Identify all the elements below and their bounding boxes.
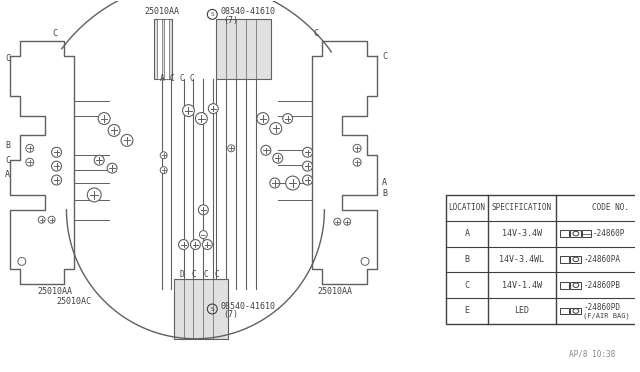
Circle shape [303,175,312,185]
Text: C: C [170,74,174,83]
Circle shape [182,105,195,116]
Text: C: C [5,156,10,165]
Bar [173,279,228,339]
Circle shape [94,155,104,165]
Circle shape [228,145,235,152]
Circle shape [108,125,120,137]
Circle shape [283,113,292,124]
Circle shape [261,145,271,155]
Text: -24860P: -24860P [592,229,625,238]
Text: (7): (7) [223,310,238,319]
Text: C: C [313,29,318,38]
Circle shape [52,161,61,171]
Bar [582,230,591,237]
Circle shape [98,113,110,125]
Text: 08540-41610: 08540-41610 [220,302,275,311]
Circle shape [107,163,117,173]
Circle shape [26,158,34,166]
Bar [561,282,570,289]
Text: -24860PB: -24860PB [583,281,620,290]
Bar [570,256,581,263]
Bar [570,230,581,237]
Text: A: A [5,170,10,179]
Text: C: C [382,52,387,61]
Text: A: A [159,74,164,83]
Text: C: C [5,54,10,63]
Text: C: C [215,270,220,279]
Bar [447,195,640,324]
Circle shape [285,176,300,190]
Circle shape [191,240,200,250]
Bar [164,19,169,79]
Text: 08540-41610: 08540-41610 [220,7,275,16]
Circle shape [179,240,189,250]
Circle shape [353,158,361,166]
Circle shape [160,167,167,174]
Bar [570,308,581,314]
Circle shape [198,205,209,215]
Text: 14V-3.4W: 14V-3.4W [502,229,542,238]
Circle shape [48,216,55,223]
Text: 25010AA: 25010AA [37,287,72,296]
Text: C: C [191,270,196,279]
Text: E: E [465,307,470,315]
Text: -24860PD: -24860PD [583,302,620,311]
Text: C: C [179,74,184,83]
Circle shape [353,144,361,152]
Bar [570,282,581,289]
Circle shape [52,175,61,185]
Text: C: C [189,74,194,83]
Bar [154,19,172,79]
Text: C: C [203,270,207,279]
Text: LOCATION: LOCATION [449,203,486,212]
Text: A: A [465,229,470,238]
Circle shape [26,144,34,152]
Text: (7): (7) [223,16,238,25]
Bar [157,19,162,79]
Text: 25010AA: 25010AA [144,7,179,16]
Circle shape [303,147,312,157]
Circle shape [270,178,280,188]
Text: B: B [382,189,387,198]
Circle shape [273,153,283,163]
Text: LED: LED [515,307,529,315]
Text: S: S [211,307,214,311]
Text: A: A [382,178,387,187]
Circle shape [195,113,207,125]
Text: C: C [465,281,470,290]
Circle shape [303,161,312,171]
Circle shape [87,188,101,202]
Text: 14V-1.4W: 14V-1.4W [502,281,542,290]
Text: S: S [211,12,214,17]
Text: C: C [52,29,57,38]
Circle shape [200,231,207,238]
Circle shape [202,240,212,250]
Bar [216,19,271,79]
Text: B: B [5,141,10,150]
Circle shape [257,113,269,125]
Text: D: D [179,270,184,279]
Text: B: B [465,255,470,264]
Bar [561,256,570,263]
Circle shape [52,147,61,157]
Circle shape [334,218,340,225]
Text: 14V-3.4WL: 14V-3.4WL [499,255,544,264]
Text: AP/8 10:38: AP/8 10:38 [569,350,615,359]
Circle shape [121,134,133,146]
Text: CODE NO.: CODE NO. [591,203,628,212]
Circle shape [344,218,351,225]
Text: 25010AA: 25010AA [318,287,353,296]
Circle shape [209,104,218,113]
Circle shape [160,152,167,159]
Circle shape [38,216,45,223]
Text: 25010AC: 25010AC [57,297,92,306]
Bar [561,308,570,314]
Circle shape [270,122,282,134]
Bar [561,230,570,237]
Text: SPECIFICATION: SPECIFICATION [492,203,552,212]
Text: (F/AIR BAG): (F/AIR BAG) [583,313,630,319]
Text: -24860PA: -24860PA [583,255,620,264]
